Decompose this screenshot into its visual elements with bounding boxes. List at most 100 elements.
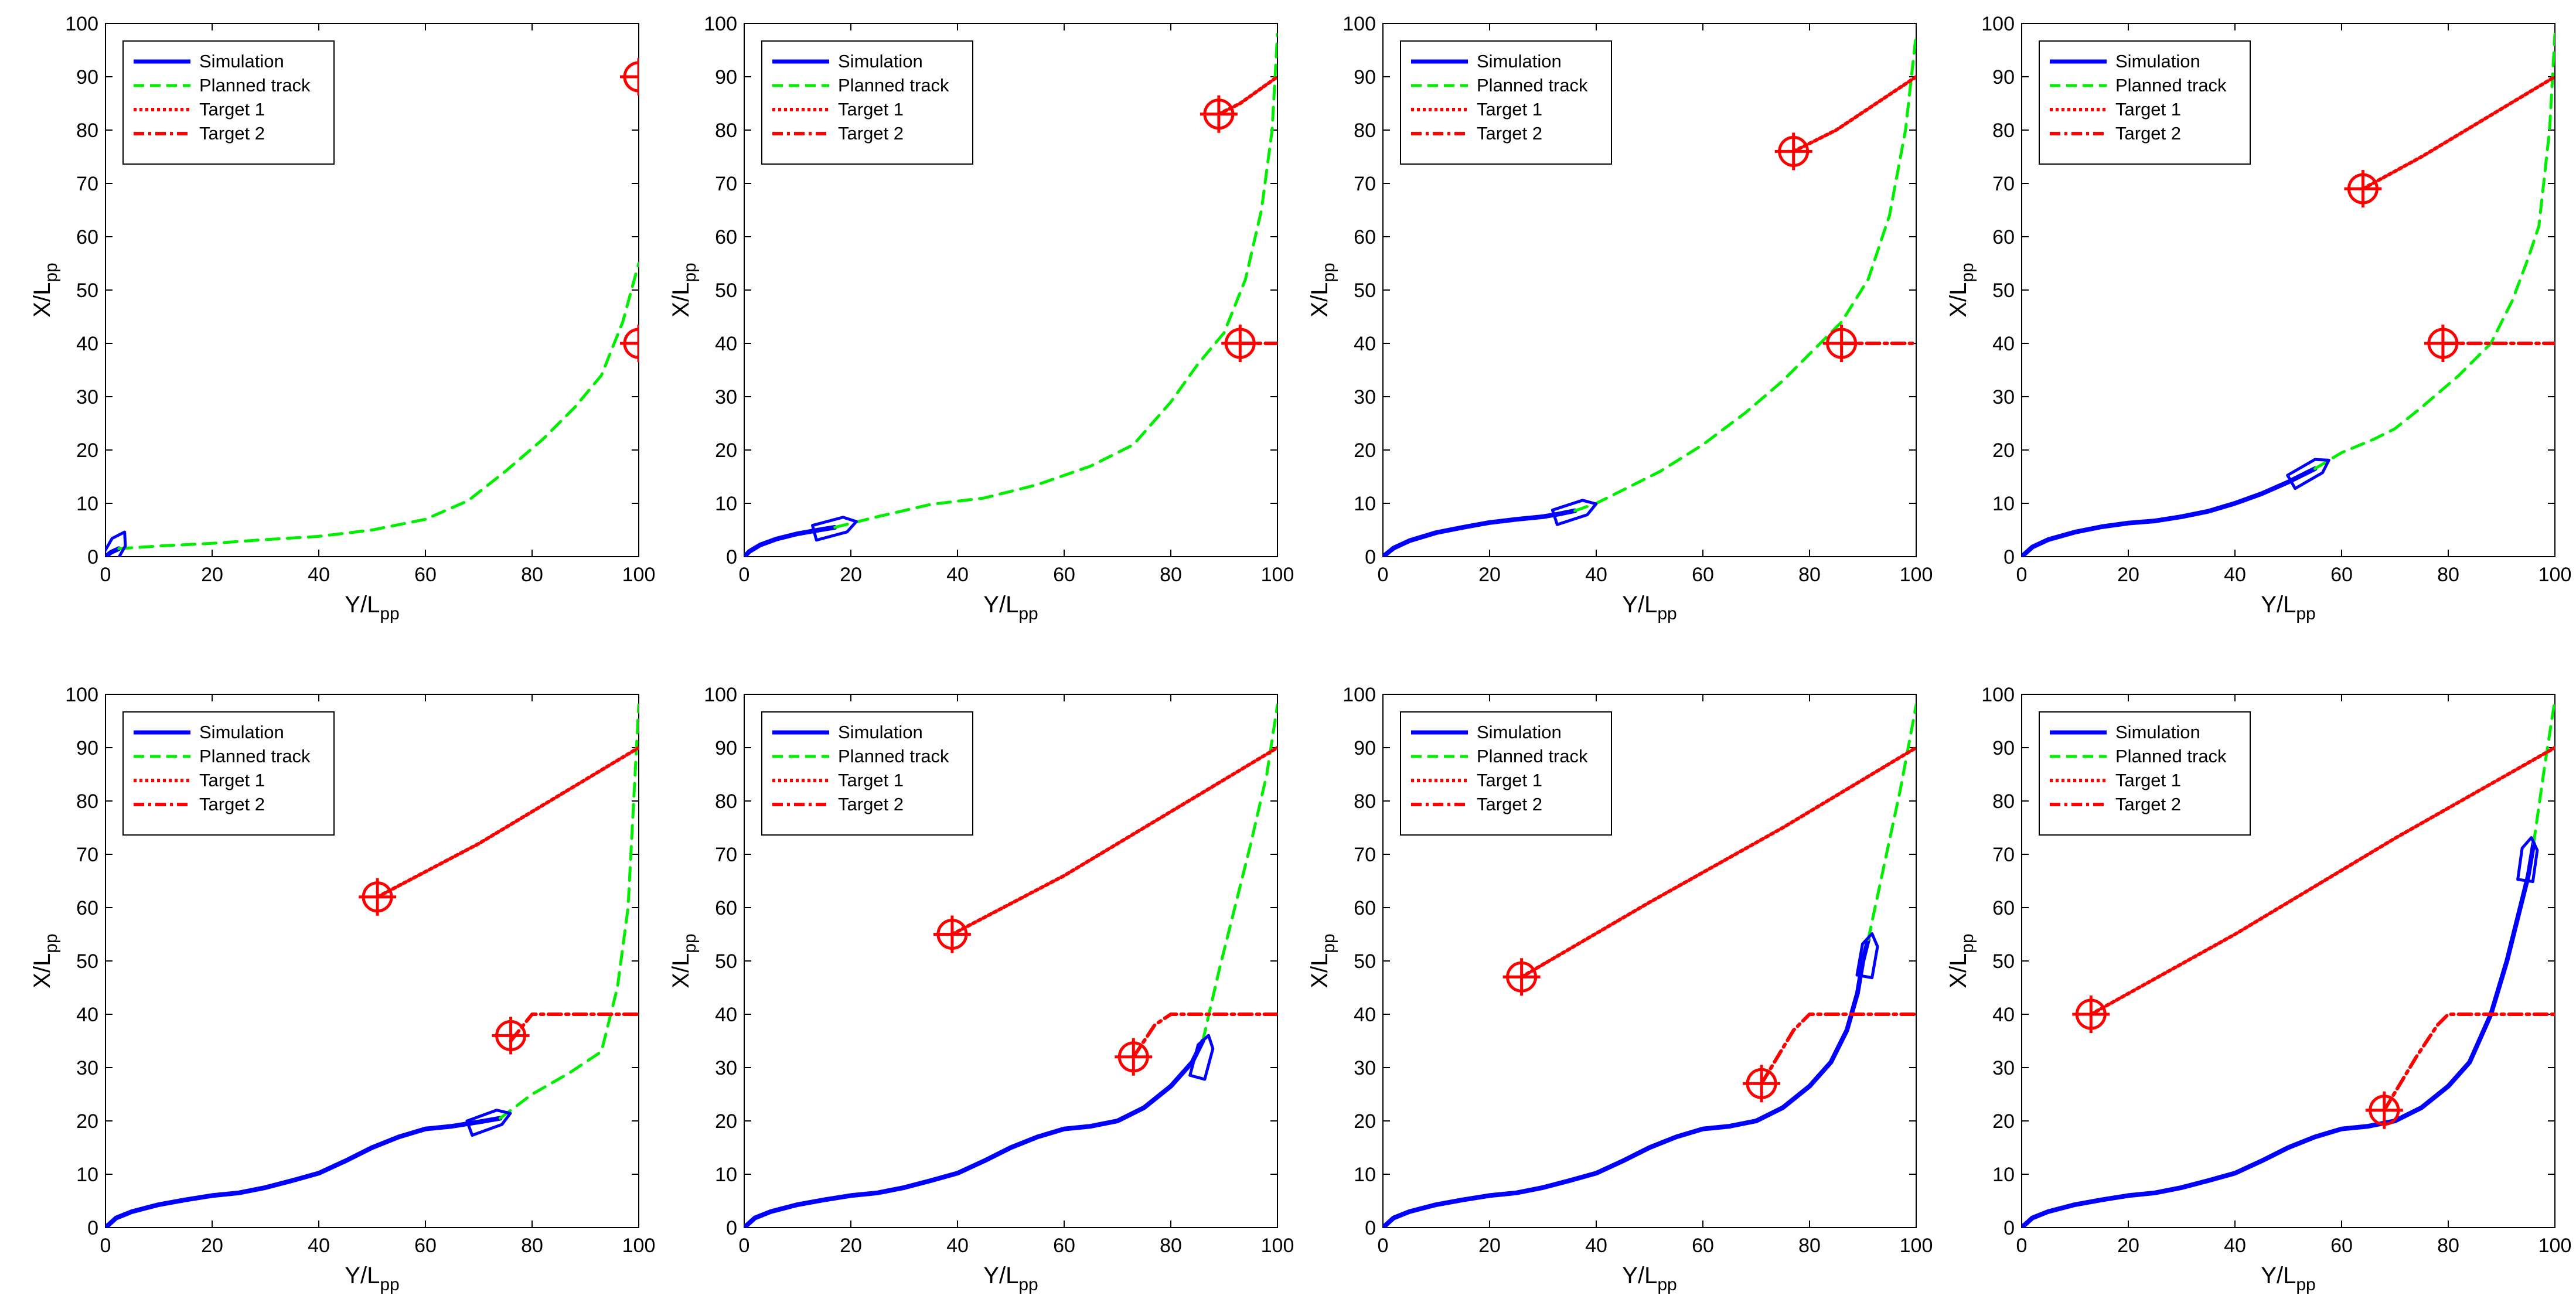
simulation-line xyxy=(1383,937,1871,1228)
x-tick-label: 20 xyxy=(2117,1235,2139,1257)
y-tick-label: 90 xyxy=(715,66,737,88)
x-tick-label: 100 xyxy=(2538,1235,2572,1257)
legend-label-simulation: Simulation xyxy=(838,51,923,71)
simulation-line xyxy=(105,546,121,557)
target-2-marker xyxy=(2365,1091,2403,1129)
y-tick-label: 90 xyxy=(1354,66,1376,88)
y-axis-label: X/Lpp xyxy=(668,263,700,317)
y-tick-label: 20 xyxy=(1992,439,2015,462)
y-axis-label: X/Lpp xyxy=(29,933,61,988)
target-1-marker xyxy=(620,58,639,96)
legend-label-planned: Planned track xyxy=(2115,746,2227,766)
x-tick-label: 100 xyxy=(1261,564,1294,586)
y-tick-label: 60 xyxy=(1354,226,1376,248)
data-layer xyxy=(105,703,639,1228)
legend-label-simulation: Simulation xyxy=(2115,722,2200,742)
y-tick-label: 80 xyxy=(76,790,98,813)
y-tick-label: 70 xyxy=(1354,173,1376,195)
y-tick-label: 70 xyxy=(715,844,737,866)
x-tick-label: 0 xyxy=(100,1235,111,1257)
x-tick-label: 0 xyxy=(1378,1235,1389,1257)
y-axis-label: X/Lpp xyxy=(1307,933,1338,988)
planned-track-line xyxy=(1201,703,1277,1042)
y-tick-label: 90 xyxy=(1992,737,2015,759)
y-axis-label: X/Lpp xyxy=(29,263,61,317)
y-tick-label: 50 xyxy=(1992,279,2015,302)
data-layer xyxy=(2022,698,2555,1228)
x-axis-label: Y/Lpp xyxy=(2261,592,2315,623)
y-tick-label: 60 xyxy=(76,897,98,919)
y-tick-label: 90 xyxy=(1992,66,2015,88)
y-tick-label: 20 xyxy=(1354,1110,1376,1133)
x-tick-label: 0 xyxy=(1378,564,1389,586)
planned-track-line xyxy=(833,32,1277,529)
y-tick-label: 70 xyxy=(76,173,98,195)
legend: Simulation Planned track Target 1 Target 2 xyxy=(761,711,973,836)
y-tick-label: 10 xyxy=(1354,1164,1376,1186)
x-axis-label: Y/Lpp xyxy=(345,1263,399,1294)
target-1-marker xyxy=(1774,132,1812,171)
legend-label-simulation: Simulation xyxy=(2115,51,2200,71)
y-tick-label: 30 xyxy=(1992,1057,2015,1079)
panel-3: 0 20 40 60 80 100 0 10 20 30 40 50 60 70 80 90 100 Y/Lpp X… xyxy=(1307,13,1933,623)
y-tick-label: 80 xyxy=(1992,120,2015,142)
y-tick-label: 50 xyxy=(1354,950,1376,973)
simulation-line xyxy=(105,1116,503,1228)
ship-icon xyxy=(2286,458,2330,490)
y-tick-label: 50 xyxy=(715,950,737,973)
x-tick-label: 20 xyxy=(2117,564,2139,586)
target-1-line xyxy=(950,746,1277,936)
x-tick-label: 20 xyxy=(1478,564,1501,586)
x-tick-label: 60 xyxy=(1053,564,1075,586)
y-tick-label: 40 xyxy=(76,1004,98,1026)
y-tick-label: 10 xyxy=(76,493,98,515)
y-tick-label: 80 xyxy=(715,790,737,813)
legend-label-simulation: Simulation xyxy=(199,51,284,71)
target-1-marker xyxy=(359,878,397,916)
x-axis-label: Y/Lpp xyxy=(2261,1263,2315,1294)
legend-label-planned: Planned track xyxy=(838,75,949,96)
y-tick-label: 10 xyxy=(1992,1164,2015,1186)
y-axis-label: X/Lpp xyxy=(1945,263,1977,317)
y-tick-label: 10 xyxy=(76,1164,98,1186)
x-tick-label: 0 xyxy=(739,564,750,586)
target-2-marker xyxy=(2424,325,2462,362)
legend-label-simulation: Simulation xyxy=(1477,51,1562,71)
x-tick-label: 40 xyxy=(2224,564,2246,586)
target-1-marker xyxy=(2344,170,2382,208)
target-1-marker xyxy=(2072,996,2110,1033)
y-tick-label: 40 xyxy=(1354,1004,1376,1026)
legend-label-target1: Target 1 xyxy=(1477,770,1542,790)
legend: Simulation Planned track Target 1 Target 2 xyxy=(122,711,335,836)
x-tick-label: 20 xyxy=(840,564,862,586)
y-tick-label: 0 xyxy=(87,546,98,568)
y-tick-label: 100 xyxy=(1342,13,1376,35)
legend-label-simulation: Simulation xyxy=(199,722,284,742)
legend-label-target2: Target 2 xyxy=(2115,794,2181,814)
y-axis-label: X/Lpp xyxy=(1945,933,1977,988)
y-tick-label: 100 xyxy=(1981,13,2015,35)
ship-icon xyxy=(1188,1034,1215,1081)
target-2-marker xyxy=(1221,325,1259,362)
y-tick-label: 30 xyxy=(1992,386,2015,408)
target-2-line xyxy=(1760,1013,1916,1086)
y-tick-label: 40 xyxy=(1354,333,1376,355)
x-tick-label: 80 xyxy=(521,1235,543,1257)
data-layer xyxy=(1383,703,1916,1228)
y-tick-label: 0 xyxy=(2003,546,2015,568)
legend-label-planned: Planned track xyxy=(838,746,949,766)
x-tick-label: 60 xyxy=(1692,1235,1714,1257)
y-tick-label: 100 xyxy=(65,684,98,706)
planned-track-line xyxy=(2532,698,2555,846)
x-tick-label: 40 xyxy=(1585,1235,1607,1257)
y-tick-label: 50 xyxy=(76,950,98,973)
y-tick-label: 0 xyxy=(87,1217,98,1239)
y-tick-label: 70 xyxy=(1992,173,2015,195)
ship-icon xyxy=(105,530,127,557)
y-tick-label: 50 xyxy=(715,279,737,302)
simulation-line xyxy=(1383,508,1577,557)
x-tick-label: 60 xyxy=(2330,1235,2353,1257)
legend-label-target2: Target 2 xyxy=(1477,794,1542,814)
legend-label-target2: Target 2 xyxy=(838,123,904,144)
y-tick-label: 10 xyxy=(715,1164,737,1186)
